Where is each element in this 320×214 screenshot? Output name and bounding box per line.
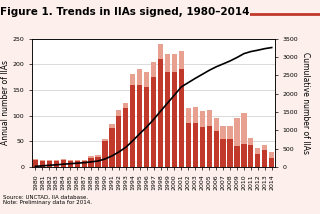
Bar	[130, 74, 135, 85]
Bar	[88, 156, 94, 158]
Bar	[47, 160, 52, 161]
Bar	[130, 85, 135, 167]
Bar	[54, 160, 59, 161]
Bar	[144, 72, 149, 87]
Bar	[102, 141, 108, 167]
Bar	[88, 158, 94, 167]
Bar	[165, 72, 170, 167]
Bar	[116, 116, 122, 167]
Bar	[186, 123, 191, 167]
Bar	[151, 62, 156, 77]
Bar	[158, 59, 163, 167]
Bar	[179, 69, 184, 167]
Bar	[269, 158, 274, 167]
Bar	[40, 161, 45, 167]
Text: Source: UNCTAD, IIA database.
Note: Preliminary data for 2014.: Source: UNCTAD, IIA database. Note: Prel…	[3, 195, 92, 205]
Bar	[144, 87, 149, 167]
Y-axis label: Annual number of IIAs: Annual number of IIAs	[1, 60, 10, 145]
Bar	[262, 145, 268, 150]
Bar	[200, 111, 205, 127]
Bar	[228, 126, 233, 139]
Bar	[158, 44, 163, 59]
Bar	[200, 127, 205, 167]
Bar	[241, 113, 246, 144]
Bar	[82, 161, 87, 167]
Bar	[207, 110, 212, 126]
Bar	[68, 160, 73, 161]
Bar	[234, 118, 240, 146]
Bar	[61, 160, 66, 167]
Bar	[54, 161, 59, 167]
Bar	[255, 154, 260, 167]
Bar	[193, 107, 198, 123]
Y-axis label: Cumulative number of IIAs: Cumulative number of IIAs	[301, 52, 310, 154]
Bar	[234, 146, 240, 167]
Bar	[116, 110, 122, 116]
Bar	[193, 123, 198, 167]
Bar	[47, 161, 52, 167]
Bar	[151, 77, 156, 167]
Bar	[207, 126, 212, 167]
Bar	[75, 160, 80, 161]
Bar	[186, 108, 191, 123]
Bar	[172, 72, 177, 167]
Text: Figure 1. Trends in IIAs signed, 1980–2014: Figure 1. Trends in IIAs signed, 1980–20…	[0, 7, 250, 18]
Bar	[123, 108, 128, 167]
Bar	[102, 139, 108, 141]
Bar	[248, 138, 253, 145]
Bar	[61, 159, 66, 160]
Bar	[179, 51, 184, 69]
Bar	[95, 157, 100, 167]
Bar	[269, 152, 274, 158]
Bar	[82, 160, 87, 161]
Bar	[213, 118, 219, 131]
Bar	[123, 103, 128, 108]
Bar	[95, 155, 100, 157]
Bar	[248, 145, 253, 167]
Bar	[262, 150, 268, 167]
Bar	[255, 148, 260, 154]
Bar	[241, 144, 246, 167]
Bar	[220, 126, 226, 139]
Bar	[75, 161, 80, 167]
Bar	[213, 131, 219, 167]
Bar	[220, 139, 226, 167]
Bar	[40, 160, 45, 161]
Bar	[137, 85, 142, 167]
Bar	[33, 159, 38, 160]
Bar	[68, 161, 73, 167]
Bar	[109, 128, 115, 167]
Bar	[109, 124, 115, 128]
Bar	[33, 160, 38, 167]
Bar	[172, 54, 177, 72]
Bar	[228, 139, 233, 167]
Bar	[165, 54, 170, 72]
Bar	[137, 69, 142, 85]
